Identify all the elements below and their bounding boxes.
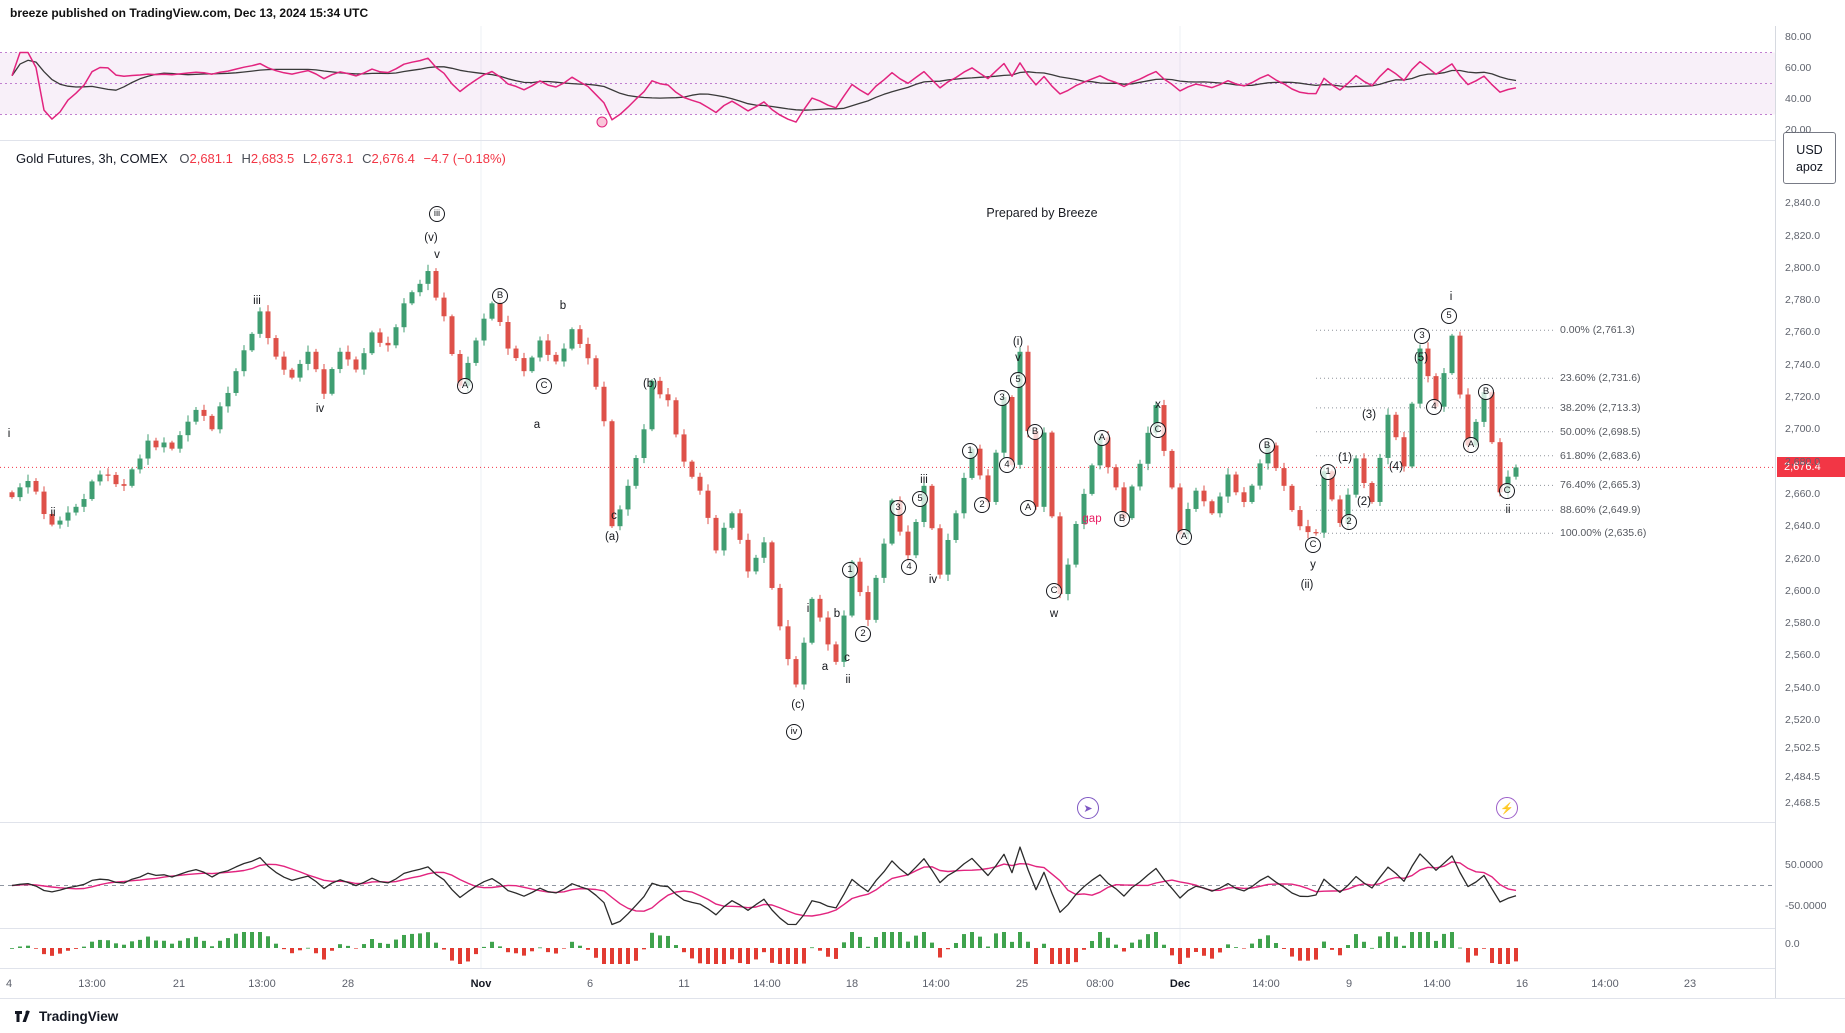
unit-box[interactable]: USD apoz: [1783, 132, 1836, 184]
time-tick: 14:00: [1423, 978, 1451, 990]
prepared-by-watermark: Prepared by Breeze: [986, 206, 1098, 220]
price-scale-tick: 2,840.0: [1785, 197, 1821, 210]
brand-name[interactable]: TradingView: [39, 1008, 119, 1024]
fib-level-label: 38.20% (2,713.3): [1560, 401, 1641, 414]
price-scale-tick: 2,560.0: [1785, 649, 1821, 662]
price-scale-tick: 2,680.0: [1785, 455, 1821, 468]
price-scale-tick: 2,660.0: [1785, 487, 1821, 500]
price-axis[interactable]: USD apoz 2,676.4 80.00 60.00 40.00 20.00 2,8…: [1775, 26, 1845, 998]
ohlc-open-value: 2,681.1: [189, 151, 233, 166]
unit-measure: apoz: [1795, 159, 1824, 174]
pane-separator: [0, 140, 1845, 141]
histogram-scale-tick: 0.0: [1785, 938, 1800, 950]
ohlc-close-label: C: [362, 151, 372, 166]
price-scale-tick: 2,820.0: [1785, 229, 1821, 242]
tradingview-logo-icon[interactable]: [14, 1007, 32, 1025]
fib-level-label: 0.00% (2,761.3): [1560, 324, 1635, 337]
fib-level-label: 76.40% (2,665.3): [1560, 479, 1641, 492]
lightning-icon[interactable]: ⚡: [1496, 797, 1518, 819]
price-scale-tick: 2,502.5: [1785, 742, 1821, 755]
price-scale-tick: 2,800.0: [1785, 261, 1821, 274]
footer: TradingView: [0, 998, 1845, 1033]
price-scale-tick: 2,640.0: [1785, 520, 1821, 533]
rsi-scale-tick: 60.00: [1785, 62, 1812, 74]
unit-currency: USD: [1796, 142, 1823, 157]
fib-level-label: 50.00% (2,698.5): [1560, 425, 1641, 438]
fib-level-label: 100.00% (2,635.6): [1560, 527, 1647, 540]
ohlc-open-label: O: [179, 151, 190, 166]
time-tick: 9: [1345, 978, 1353, 990]
ohlc-low-value: 2,673.1: [310, 151, 354, 166]
time-tick: 11: [678, 978, 690, 990]
fib-level-label: 88.60% (2,649.9): [1560, 504, 1641, 517]
pane-separator: [0, 928, 1845, 929]
time-tick: 23: [1683, 978, 1697, 990]
price-scale-tick: 2,720.0: [1785, 391, 1821, 403]
symbol-legend[interactable]: Gold Futures, 3h, COMEX O2,681.1 H2,683.…: [16, 151, 511, 166]
send-icon[interactable]: ➤: [1077, 797, 1099, 819]
last-price-badge: 2,676.4: [1777, 457, 1845, 478]
price-scale-tick: 2,580.0: [1785, 617, 1821, 630]
time-tick: 13:00: [248, 978, 276, 990]
time-tick: 18: [845, 978, 859, 990]
time-tick: 21: [172, 978, 186, 990]
time-tick: 14:00: [1252, 978, 1280, 990]
ohlc-high-value: 2,683.5: [250, 151, 295, 166]
time-tick: 14:00: [753, 978, 781, 990]
time-tick: Nov: [470, 978, 492, 990]
rsi-scale-tick: 40.00: [1785, 93, 1812, 105]
oscillator-scale-tick: 50.0000: [1785, 859, 1823, 871]
price-scale-tick: 2,468.5: [1785, 797, 1821, 810]
publish-line: breeze published on TradingView.com, Dec…: [10, 6, 369, 20]
fib-level-label: 61.80% (2,683.6): [1560, 449, 1641, 462]
time-axis[interactable]: 4 13:00 21 13:00 28 Nov 6 11 14:00 18 14:00 25 08:00…: [0, 968, 1775, 998]
price-scale-tick: 2,540.0: [1785, 681, 1821, 694]
price-scale-tick: 2,620.0: [1785, 552, 1821, 565]
oscillator-scale-tick: -50.0000: [1785, 900, 1827, 912]
time-tick: Dec: [1169, 978, 1191, 990]
time-tick: 4: [5, 978, 13, 990]
publish-header: breeze published on TradingView.com, Dec…: [0, 0, 1845, 26]
rsi-scale-tick: 80.00: [1785, 31, 1812, 43]
ohlc-low-label: L: [302, 151, 311, 166]
time-tick: 6: [586, 978, 594, 990]
change-value: −4.7 (−0.18%): [423, 151, 506, 166]
ohlc-close-value: 2,676.4: [371, 151, 415, 166]
pane-separator: [0, 822, 1845, 823]
rsi-scale-tick: 20.00: [1785, 124, 1812, 136]
price-scale-tick: 2,700.0: [1785, 423, 1821, 436]
ohlc-high-label: H: [241, 151, 251, 166]
time-tick: 08:00: [1086, 978, 1114, 990]
time-tick: 25: [1015, 978, 1029, 990]
price-scale-tick: 2,520.0: [1785, 714, 1821, 726]
price-scale-tick: 2,780.0: [1785, 294, 1821, 307]
time-tick: 14:00: [922, 978, 950, 990]
time-tick: 16: [1515, 978, 1529, 990]
fib-level-label: 23.60% (2,731.6): [1560, 372, 1641, 385]
chart-canvas[interactable]: [0, 0, 1775, 998]
price-scale-tick: 2,600.0: [1785, 584, 1821, 597]
time-tick: 13:00: [78, 978, 106, 990]
price-scale-tick: 2,760.0: [1785, 326, 1821, 339]
price-scale-tick: 2,740.0: [1785, 358, 1821, 371]
time-tick: 14:00: [1591, 978, 1619, 990]
price-scale-tick: 2,484.5: [1785, 771, 1821, 784]
symbol-title[interactable]: Gold Futures, 3h, COMEX: [16, 151, 168, 166]
time-tick: 28: [341, 978, 355, 990]
